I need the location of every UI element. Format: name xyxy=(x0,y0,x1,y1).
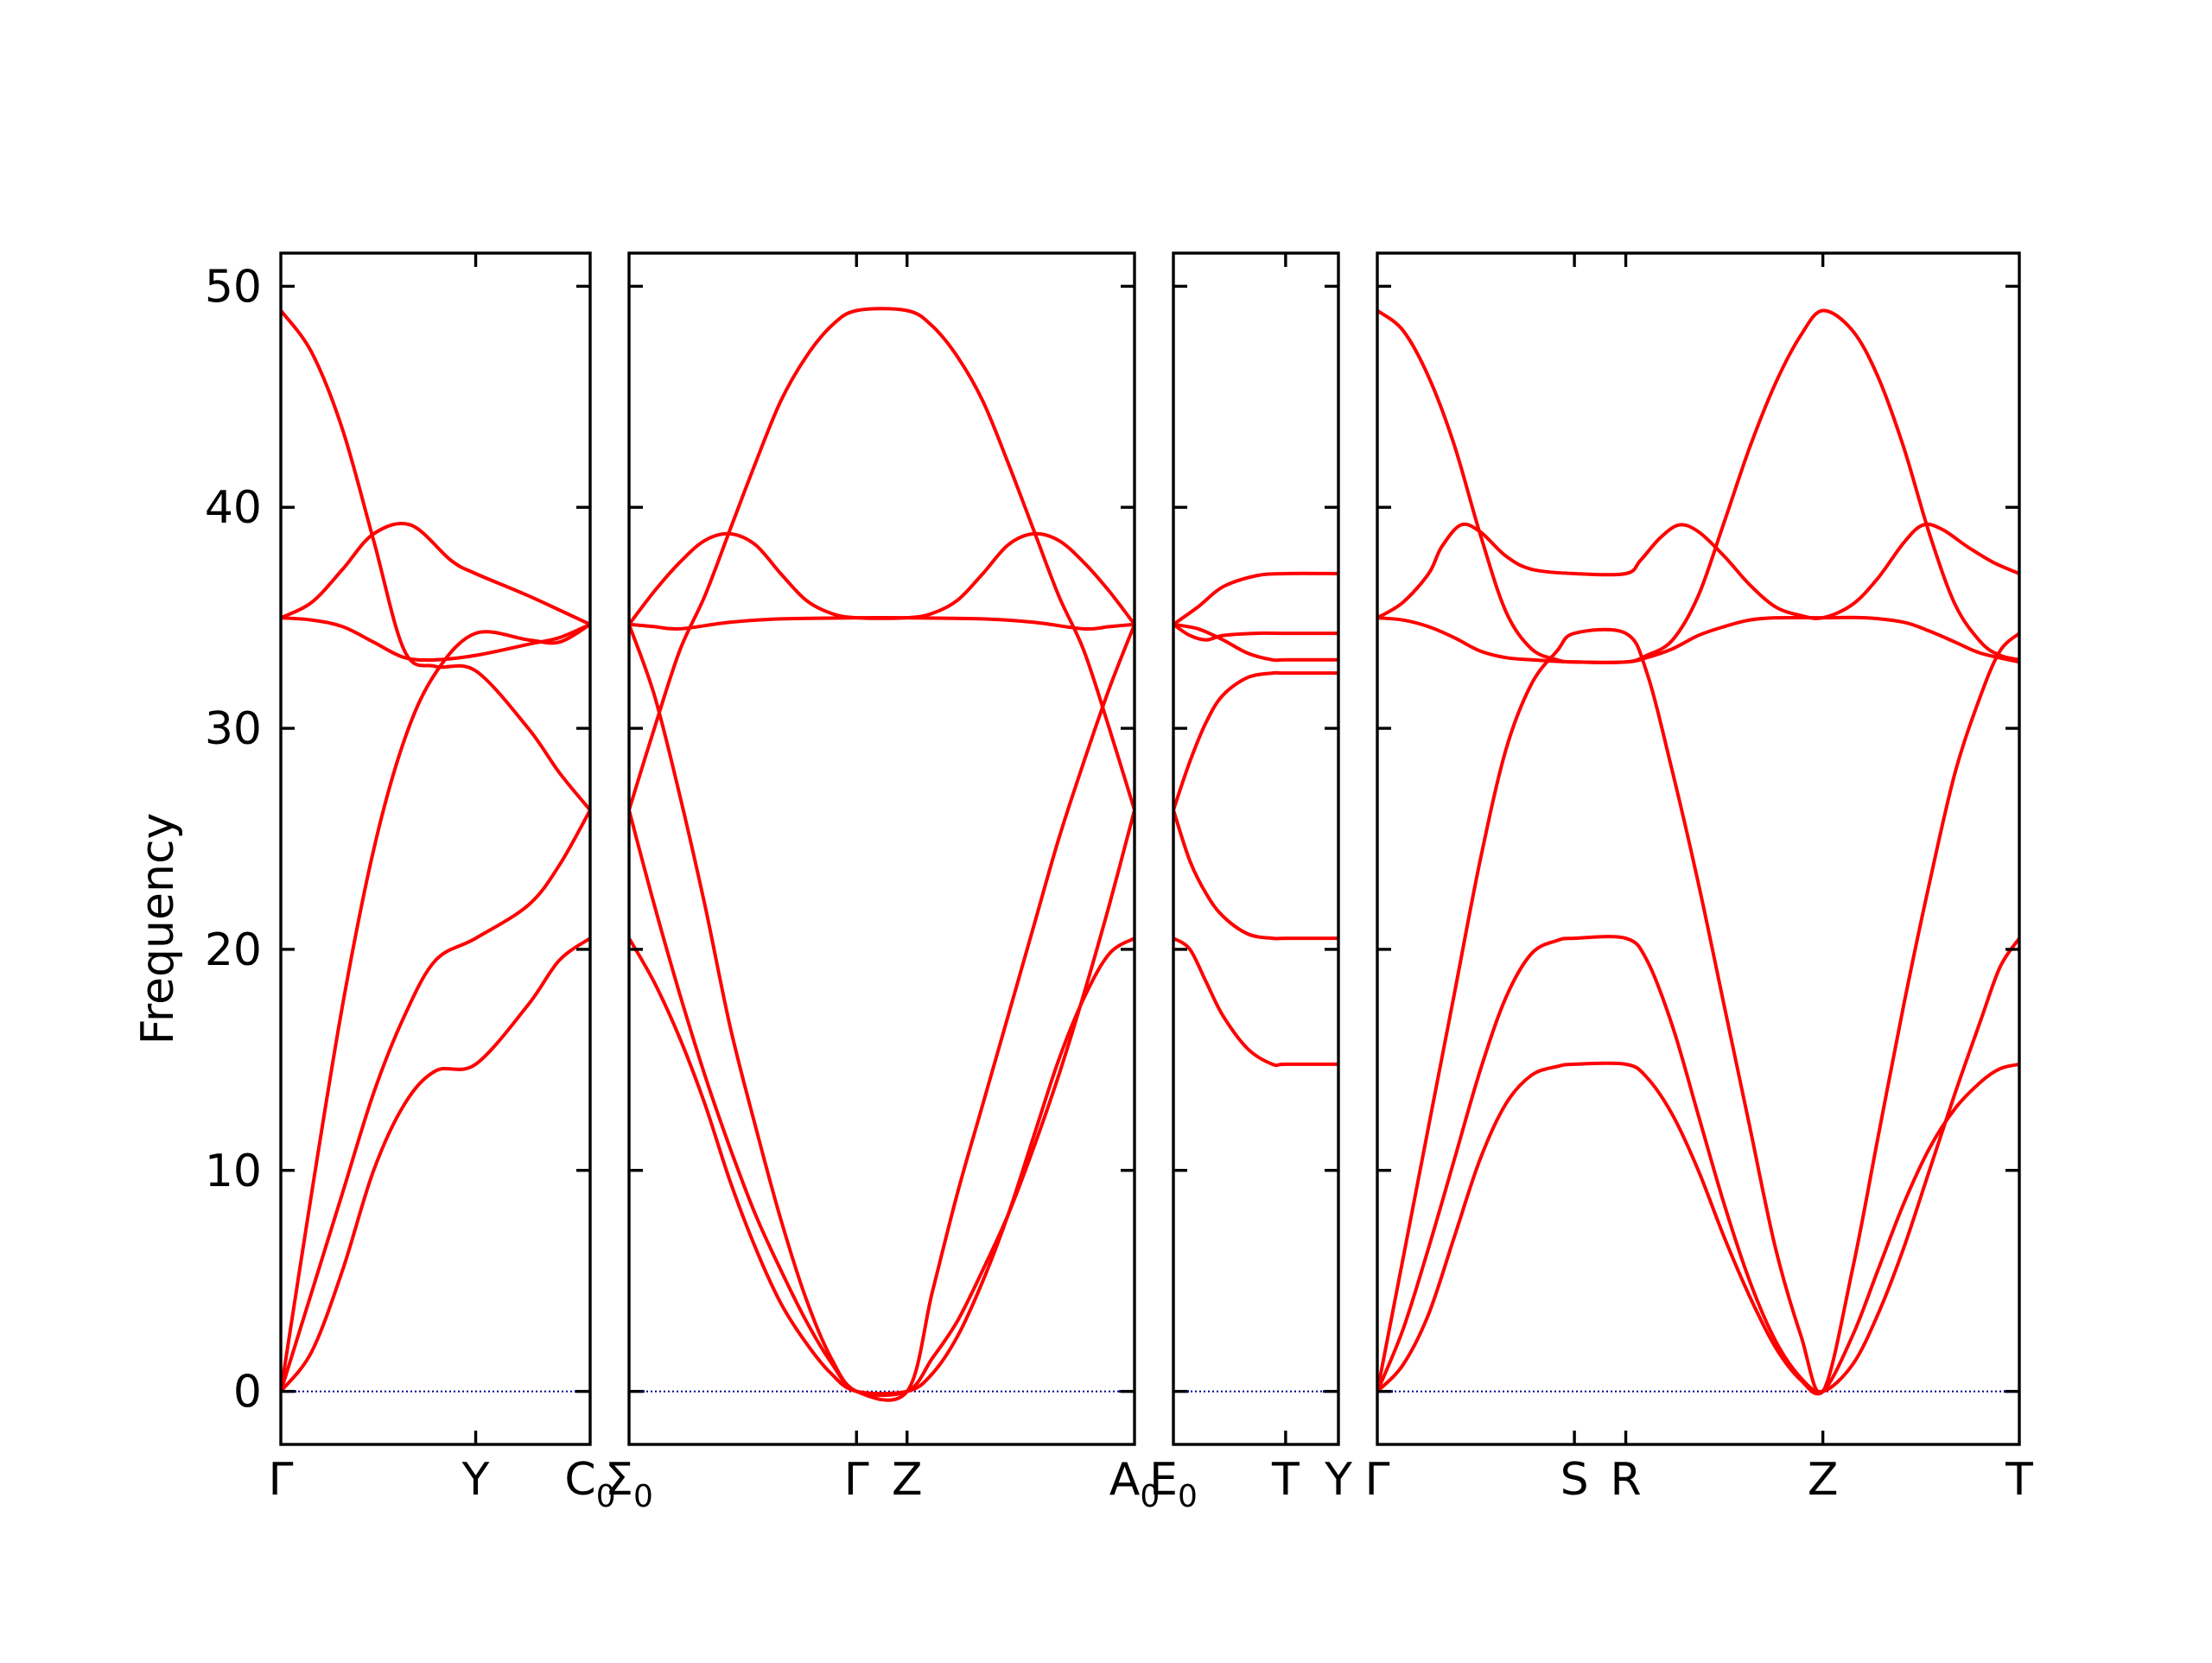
x-tick-label: Γ xyxy=(269,1454,294,1506)
x-tick-label-subscript: 0 xyxy=(596,1479,616,1514)
band-2 xyxy=(629,531,1135,626)
y-tick-label: 10 xyxy=(205,1146,262,1197)
x-tick-label: C0 xyxy=(564,1454,615,1514)
band-4 xyxy=(1173,670,1338,812)
panel-frame xyxy=(1376,251,2021,1446)
x-tick-label: Γ xyxy=(844,1454,869,1506)
bands-group xyxy=(629,307,1135,1402)
x-tick-label-subscript: 0 xyxy=(633,1479,653,1514)
y-tick-label: 0 xyxy=(233,1367,262,1419)
x-tick-label-subscript: 0 xyxy=(1178,1479,1198,1514)
y-tick-label: 50 xyxy=(205,261,262,313)
x-tick-label: Γ xyxy=(1365,1454,1390,1506)
band-2 xyxy=(1377,522,2019,620)
y-tick-label: 30 xyxy=(205,703,262,755)
band-5 xyxy=(281,808,590,1393)
y-tick-label: 20 xyxy=(205,924,262,976)
panel-3: E0 T Y xyxy=(1149,251,1352,1514)
bands-group xyxy=(281,308,590,1393)
panel-2: Σ0 Γ Z A0 xyxy=(605,251,1160,1514)
x-tick-label-subscript: 0 xyxy=(1140,1479,1160,1514)
band-4 xyxy=(281,622,590,1393)
x-tick-label: T xyxy=(2005,1454,2033,1506)
x-tick-label: T xyxy=(1271,1454,1300,1506)
x-tick-label: Y xyxy=(1324,1454,1352,1506)
x-tick-label: S xyxy=(1560,1454,1589,1506)
bands-group xyxy=(1377,308,2019,1396)
x-tick-label: Z xyxy=(892,1454,923,1506)
panel-frame xyxy=(1172,251,1340,1446)
x-tick-label: Z xyxy=(1808,1454,1839,1506)
band-1 xyxy=(281,308,590,812)
panel-1: Γ Y C0 xyxy=(269,251,616,1514)
band-1 xyxy=(629,307,1135,812)
x-tick-label: Y xyxy=(461,1454,490,1506)
y-axis-label: Frequency xyxy=(132,813,184,1045)
band-5 xyxy=(1377,935,2019,1394)
band-1 xyxy=(1173,571,1338,626)
x-tick-label: Σ0 xyxy=(605,1454,653,1514)
band-4 xyxy=(629,622,1135,1402)
band-3 xyxy=(629,615,1135,632)
x-tick-label: R xyxy=(1610,1454,1641,1506)
band-3 xyxy=(1377,615,2019,664)
bands-group xyxy=(1173,571,1338,1068)
band-4 xyxy=(1377,627,2019,1395)
band-5 xyxy=(1173,808,1338,941)
band-6 xyxy=(281,936,590,1393)
band-6 xyxy=(629,936,1135,1396)
band-2 xyxy=(281,521,590,626)
y-tick-label: 40 xyxy=(205,482,262,534)
band-1 xyxy=(1377,308,2019,664)
band-6 xyxy=(1173,936,1338,1068)
band-3 xyxy=(1173,622,1338,663)
band-2 xyxy=(1173,622,1338,642)
panel-frame xyxy=(627,251,1136,1446)
x-tick-label: E0 xyxy=(1149,1454,1198,1514)
band-3 xyxy=(281,616,590,663)
band-6 xyxy=(1377,1061,2019,1396)
panel-frame xyxy=(279,251,592,1446)
